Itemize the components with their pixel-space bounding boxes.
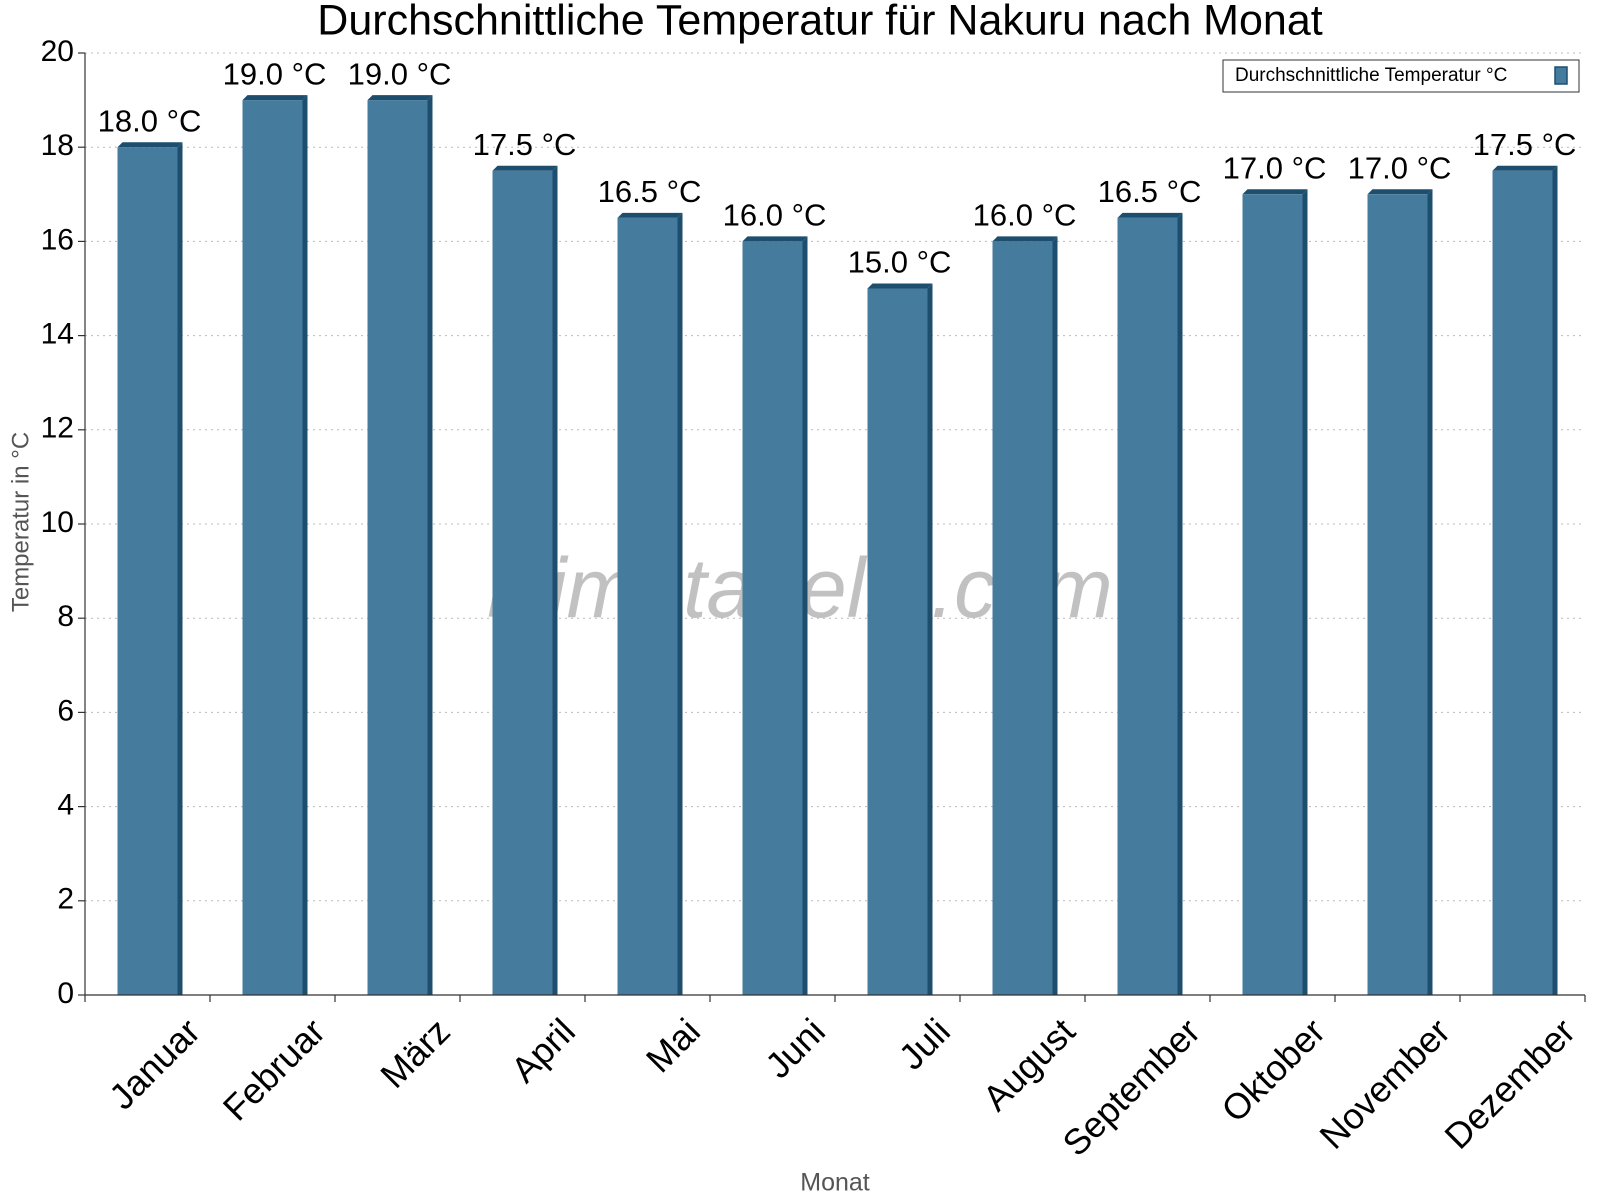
y-axis-title: Temperatur in °C xyxy=(7,432,34,612)
x-tick-label: Februar xyxy=(215,1010,333,1128)
bar-top xyxy=(617,212,683,218)
x-tick-label: Dezember xyxy=(1436,1010,1582,1156)
bar xyxy=(1367,194,1428,996)
data-label: 19.0 °C xyxy=(223,56,327,91)
data-label: 17.0 °C xyxy=(1223,150,1327,185)
legend-box xyxy=(1222,59,1580,93)
x-tick-label: September xyxy=(1054,1010,1208,1164)
x-tick-label: Juli xyxy=(891,1010,958,1077)
bar-top xyxy=(367,95,433,101)
bar xyxy=(117,147,178,995)
x-tick-label: Oktober xyxy=(1213,1010,1333,1130)
y-tick-label: 4 xyxy=(57,789,74,822)
bar-top xyxy=(742,236,808,242)
x-tick-label: Mai xyxy=(638,1010,708,1080)
legend: Durchschnittliche Temperatur °C xyxy=(1222,59,1580,93)
bar xyxy=(1117,217,1178,996)
bar-top xyxy=(992,236,1058,242)
y-tick-label: 20 xyxy=(41,35,74,68)
bar-side xyxy=(927,283,933,995)
bar-side xyxy=(802,236,808,995)
data-label: 19.0 °C xyxy=(348,56,452,91)
bar-top xyxy=(117,142,183,148)
bar xyxy=(492,170,553,995)
x-tick-label: April xyxy=(503,1010,583,1090)
y-tick-label: 2 xyxy=(57,883,74,916)
x-tick-label: November xyxy=(1311,1010,1457,1156)
bar-top xyxy=(242,95,308,101)
bar-side xyxy=(1177,212,1183,996)
y-tick-label: 6 xyxy=(57,694,74,727)
bar-top xyxy=(1242,189,1308,195)
bar xyxy=(992,241,1053,995)
data-label: 16.0 °C xyxy=(973,198,1077,233)
bar-side xyxy=(1302,189,1308,996)
bar-side xyxy=(677,212,683,996)
bar xyxy=(367,100,428,996)
data-label: 18.0 °C xyxy=(98,103,202,138)
data-label: 16.5 °C xyxy=(1098,174,1202,209)
bar-side xyxy=(302,95,308,996)
y-tick-label: 0 xyxy=(57,977,74,1010)
bar-side xyxy=(1552,165,1558,995)
bar xyxy=(1492,170,1553,995)
bar xyxy=(242,100,303,996)
chart-title: Durchschnittliche Temperatur für Nakuru … xyxy=(317,0,1322,44)
data-label: 17.5 °C xyxy=(473,127,577,162)
data-label: 16.5 °C xyxy=(598,174,702,209)
bar-side xyxy=(1052,236,1058,995)
bar-side xyxy=(1427,189,1433,996)
y-tick-label: 16 xyxy=(41,223,74,256)
bar-side xyxy=(177,142,183,995)
y-tick-label: 8 xyxy=(57,600,74,633)
data-label: 17.0 °C xyxy=(1348,150,1452,185)
x-tick-label: Januar xyxy=(101,1010,208,1117)
bar-top xyxy=(867,283,933,289)
legend-label: Durchschnittliche Temperatur °C xyxy=(1235,65,1507,86)
bar-side xyxy=(427,95,433,996)
bar xyxy=(1242,194,1303,996)
bar xyxy=(867,288,928,995)
bar-side xyxy=(552,165,558,995)
y-tick-label: 14 xyxy=(41,318,74,351)
x-tick-label: August xyxy=(975,1010,1083,1118)
x-axis-title: Monat xyxy=(800,1169,870,1197)
data-label: 17.5 °C xyxy=(1473,127,1577,162)
y-tick-label: 10 xyxy=(41,506,74,539)
data-label: 15.0 °C xyxy=(848,245,952,280)
x-tick-label: März xyxy=(372,1010,458,1096)
y-tick-label: 12 xyxy=(41,412,74,445)
bar-top xyxy=(1367,189,1433,195)
bar-top xyxy=(1492,165,1558,171)
bar xyxy=(617,217,678,996)
bar-top xyxy=(492,165,558,171)
bar-top xyxy=(1117,212,1183,218)
legend-swatch xyxy=(1554,66,1568,85)
bar xyxy=(742,241,803,995)
y-tick-label: 18 xyxy=(41,129,74,162)
x-tick-label: Juni xyxy=(757,1010,833,1086)
data-label: 16.0 °C xyxy=(723,198,827,233)
